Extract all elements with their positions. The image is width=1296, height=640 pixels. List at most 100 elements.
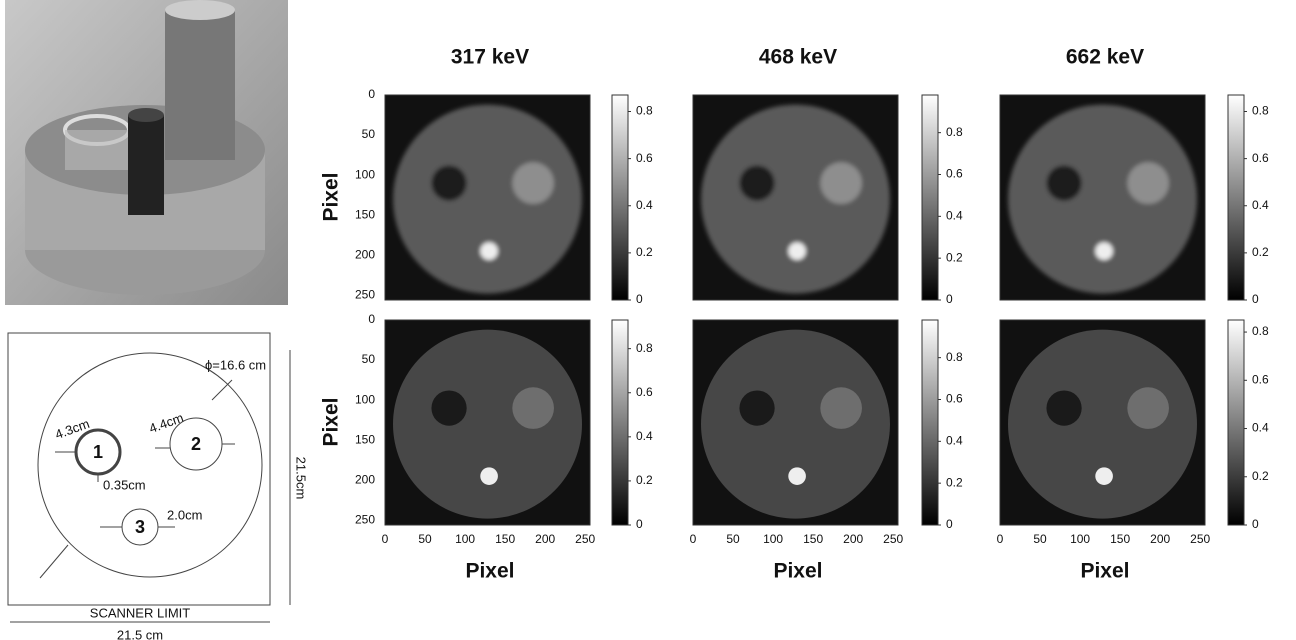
x-tick-label: 0	[690, 532, 697, 546]
colorbar-tick-label: 0.8	[946, 125, 963, 139]
x-tick-label: 150	[495, 532, 515, 546]
phantom-disk	[1008, 330, 1197, 519]
y-axis-label: Pixel	[320, 397, 343, 446]
colorbar-tick-label: 0.2	[946, 475, 963, 489]
x-tick-label: 50	[1033, 532, 1047, 546]
colorbar	[1228, 320, 1244, 525]
panel-title: 468 keV	[759, 46, 837, 69]
colorbar-tick-label: 0.2	[946, 250, 963, 264]
reconstruction-image	[1000, 95, 1205, 300]
colorbar	[612, 320, 628, 525]
insert-label: 1	[93, 442, 103, 462]
phantom-disk	[393, 330, 582, 519]
dim-label: 21.5cm	[294, 457, 309, 500]
colorbar-tick-label: 0	[636, 517, 643, 531]
y-tick-label: 250	[355, 287, 375, 301]
colorbar-tick-label: 0.8	[1252, 324, 1269, 338]
image-content	[701, 105, 890, 294]
insert-2	[512, 387, 554, 429]
y-tick-label: 250	[355, 512, 375, 526]
insert-3	[1095, 242, 1113, 260]
figure: ϕ=16.6 cm 4.3cm 4.4cm 0.35cm 2.0cm 1 2 3…	[0, 0, 1296, 640]
x-tick-label: 200	[1150, 532, 1170, 546]
x-tick-label: 200	[843, 532, 863, 546]
y-tick-label: 200	[355, 247, 375, 261]
colorbar-tick-label: 0.4	[946, 208, 963, 222]
insert-1	[431, 165, 466, 200]
insert-label: 2	[191, 434, 201, 454]
insert-3	[1095, 467, 1113, 485]
y-tick-label: 0	[368, 87, 375, 101]
phantom-disk	[701, 330, 890, 519]
dim-label: 4.4cm	[147, 410, 185, 436]
image-content	[393, 105, 582, 294]
scanner-label: SCANNER LIMIT	[90, 605, 190, 620]
insert-2	[820, 387, 862, 429]
x-axis-label: Pixel	[1080, 560, 1129, 583]
x-axis-label: Pixel	[465, 560, 514, 583]
colorbar-tick-label: 0.6	[946, 167, 963, 181]
x-tick-label: 50	[418, 532, 432, 546]
insert-1	[739, 165, 774, 200]
colorbar	[922, 95, 938, 300]
colorbar-tick-label: 0	[946, 517, 953, 531]
colorbar-tick-label: 0	[1252, 517, 1259, 531]
x-tick-label: 100	[455, 532, 475, 546]
colorbar-tick-label: 0.2	[636, 473, 653, 487]
image-content	[1008, 330, 1197, 519]
insert-1	[739, 390, 774, 425]
colorbar-tick-label: 0.6	[1252, 372, 1269, 386]
colorbar	[1228, 95, 1244, 300]
insert-2	[1127, 387, 1169, 429]
image-content	[1008, 105, 1197, 294]
reconstruction-image	[385, 320, 590, 525]
insert-1	[1046, 165, 1081, 200]
insert-3	[480, 467, 498, 485]
colorbar-tick-label: 0.4	[636, 429, 653, 443]
image-content	[393, 330, 582, 519]
colorbar-tick-label: 0.2	[1252, 469, 1269, 483]
colorbar-tick-label: 0.6	[1252, 151, 1269, 165]
phantom-diagram	[8, 333, 290, 622]
y-tick-label: 100	[355, 167, 375, 181]
x-tick-label: 100	[763, 532, 783, 546]
colorbar-tick-label: 0.2	[1252, 245, 1269, 259]
y-axis-label: Pixel	[320, 172, 343, 221]
colorbar-tick-label: 0.4	[1252, 421, 1269, 435]
phantom-disk	[701, 105, 890, 294]
colorbar-tick-label: 0.2	[636, 245, 653, 259]
phantom-photo	[5, 0, 288, 305]
colorbar-tick-label: 0.8	[1252, 104, 1269, 118]
diameter-label: ϕ=16.6 cm	[205, 357, 266, 372]
x-tick-label: 200	[535, 532, 555, 546]
insert-2	[512, 162, 554, 204]
insert-1	[1046, 390, 1081, 425]
colorbar-tick-label: 0.6	[946, 392, 963, 406]
colorbar-tick-label: 0.6	[636, 385, 653, 399]
insert-3	[788, 467, 806, 485]
reconstruction-image	[385, 95, 590, 300]
x-tick-label: 0	[382, 532, 389, 546]
x-tick-label: 250	[575, 532, 595, 546]
x-tick-label: 100	[1070, 532, 1090, 546]
phantom-disk	[393, 105, 582, 294]
x-tick-label: 250	[1190, 532, 1210, 546]
y-tick-label: 50	[362, 127, 376, 141]
colorbar-tick-label: 0.4	[636, 198, 653, 212]
y-tick-label: 50	[362, 352, 376, 366]
image-content	[701, 330, 890, 519]
y-tick-label: 150	[355, 207, 375, 221]
insert-label: 3	[135, 517, 145, 537]
colorbar-tick-label: 0.6	[636, 151, 653, 165]
insert-3	[480, 242, 498, 260]
panel-title: 317 keV	[451, 46, 529, 69]
phantom-disk	[1008, 105, 1197, 294]
x-tick-label: 0	[997, 532, 1004, 546]
colorbar	[612, 95, 628, 300]
y-tick-label: 150	[355, 432, 375, 446]
reconstruction-image	[1000, 320, 1205, 525]
colorbar-tick-label: 0.8	[636, 104, 653, 118]
reconstruction-image	[693, 95, 898, 300]
x-tick-label: 150	[803, 532, 823, 546]
y-tick-label: 200	[355, 472, 375, 486]
